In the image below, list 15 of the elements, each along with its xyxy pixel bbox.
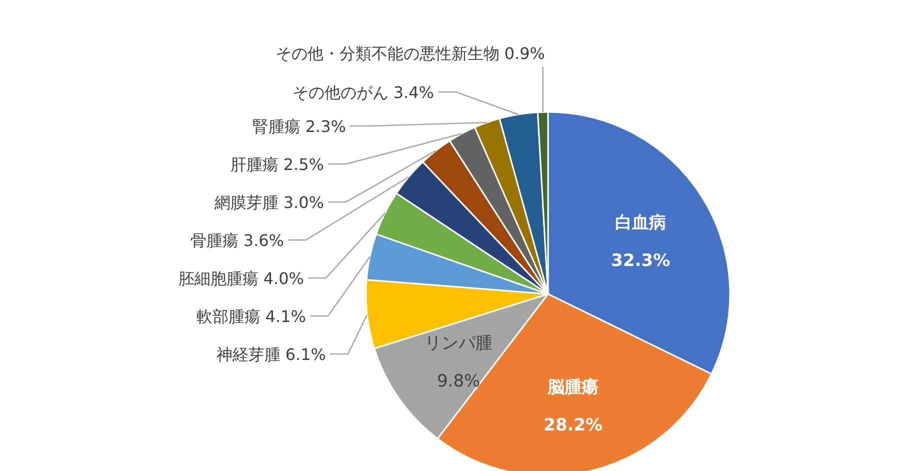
- slice-label: 軟部腫瘍 4.1%: [196, 307, 306, 326]
- data-label: 28.2%: [544, 415, 603, 436]
- slice-label: 骨腫瘍 3.6%: [190, 231, 284, 250]
- slice-label: その他・分類不能の悪性新生物 0.9%: [275, 44, 545, 63]
- slice-label: 白血病: [615, 213, 666, 234]
- slice-label: 網膜芽腫 3.0%: [213, 193, 324, 212]
- slice-label: その他のがん 3.4%: [292, 83, 434, 102]
- data-label: 9.8%: [436, 372, 480, 392]
- slice-label: 神経芽腫 6.1%: [216, 345, 326, 364]
- data-label: 32.3%: [611, 251, 670, 272]
- slice-label: 脳腫瘍: [546, 377, 599, 398]
- slice-label: リンパ腫: [424, 334, 493, 354]
- slice-label: 胚細胞腫瘍 4.0%: [178, 269, 304, 288]
- slice-label: 肝腫瘍 2.5%: [230, 155, 324, 174]
- slice-label: 腎腫瘍 2.3%: [252, 117, 346, 136]
